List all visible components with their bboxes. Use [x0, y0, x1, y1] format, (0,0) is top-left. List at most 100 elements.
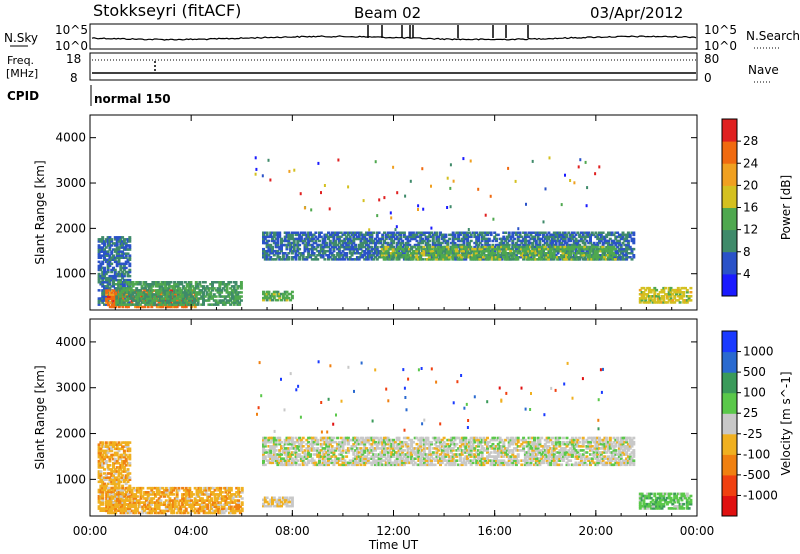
echo-cell [563, 241, 567, 245]
echo-cell [330, 233, 334, 237]
echo-cell [348, 247, 352, 251]
echo-cell [621, 247, 625, 251]
echo-cell [119, 274, 123, 278]
echo-cell [476, 245, 480, 249]
echo-cell [121, 250, 125, 253]
echo-cell [112, 501, 116, 504]
echo-cell [200, 285, 204, 288]
echo-cell [585, 247, 588, 251]
echo-cell [567, 258, 571, 261]
echo-cell [146, 491, 150, 494]
echo-cell [415, 256, 419, 259]
echo-cell [149, 287, 153, 290]
echo-cell [144, 291, 148, 294]
echo-cell [149, 289, 153, 292]
echo-cell [417, 231, 421, 234]
echo-cell [673, 288, 677, 292]
echo-cell [607, 231, 610, 234]
echo-cell [339, 252, 343, 255]
echo-cell [265, 235, 269, 239]
echo-cell [149, 291, 153, 294]
echo-cell [206, 495, 210, 498]
echo-cell [301, 233, 305, 237]
echo-cell [156, 281, 160, 284]
echo-cell [380, 247, 384, 251]
echo-cell [173, 501, 177, 504]
echo-cell [115, 252, 119, 255]
echo-cell [460, 249, 464, 253]
echo-cell [106, 503, 110, 506]
echo-cell [330, 258, 334, 261]
echo-cell [99, 246, 103, 249]
echo-cell [200, 503, 204, 506]
echo-cell [454, 249, 458, 253]
echo-cell [523, 254, 527, 257]
echo-cell [108, 242, 112, 245]
y-tick-label: 3000 [55, 176, 86, 190]
echo-cell [236, 301, 240, 304]
echo-cell [110, 482, 114, 486]
echo-cell [157, 489, 161, 492]
echo-cell [465, 252, 469, 255]
echo-cell [565, 241, 569, 245]
echo-cell [119, 256, 123, 259]
echo-cell [370, 239, 374, 243]
echo-cell [115, 478, 119, 481]
echo-cell [417, 245, 420, 249]
echo-cell [608, 258, 612, 261]
echo-cell [473, 233, 477, 237]
echo-cell [662, 299, 666, 302]
echo-cell [199, 499, 203, 502]
scatter-cell [446, 176, 449, 180]
echo-cell [167, 291, 171, 294]
echo-cell [561, 258, 565, 261]
echo-cell [516, 237, 520, 241]
echo-cell [99, 486, 103, 490]
echo-cell [283, 252, 287, 255]
echo-cell [168, 499, 172, 502]
echo-cell [110, 293, 114, 296]
echo-cell [190, 493, 194, 496]
echo-cell [211, 505, 215, 509]
echo-cell [106, 240, 110, 243]
echo-cell [104, 484, 108, 488]
echo-cell [173, 283, 177, 286]
plot-frame [89, 318, 698, 517]
echo-cell [614, 241, 618, 245]
echo-cell [262, 249, 265, 253]
echo-cell [122, 278, 126, 282]
echo-cell [117, 486, 121, 490]
echo-cell [380, 254, 384, 257]
echo-cell [202, 489, 206, 492]
echo-cell [194, 299, 198, 302]
echo-cell [361, 243, 365, 247]
echo-cell [345, 256, 349, 259]
echo-cell [103, 287, 106, 290]
echo-cell [169, 291, 173, 294]
echo-cell [184, 509, 188, 513]
echo-cell [594, 245, 597, 249]
echo-cell [119, 283, 123, 286]
echo-cell [197, 491, 201, 494]
echo-cell [287, 235, 291, 239]
echo-cell [112, 285, 115, 288]
echo-cell [596, 235, 600, 239]
echo-cell [647, 295, 651, 298]
echo-cell [655, 301, 659, 304]
echo-cell [292, 231, 296, 234]
echo-cell [556, 247, 560, 251]
echo-cell [328, 241, 332, 245]
echo-cell [220, 291, 224, 294]
echo-cell [176, 291, 180, 294]
echo-cell [132, 497, 136, 500]
echo-cell [638, 288, 642, 292]
echo-cell [307, 247, 311, 251]
echo-cell [159, 503, 163, 506]
echo-cell [214, 301, 218, 304]
echo-cell [124, 470, 128, 473]
echo-cell [422, 245, 426, 249]
echo-cell [565, 254, 569, 257]
echo-cell [442, 247, 446, 251]
echo-cell [281, 239, 285, 243]
echo-cell [144, 297, 148, 300]
